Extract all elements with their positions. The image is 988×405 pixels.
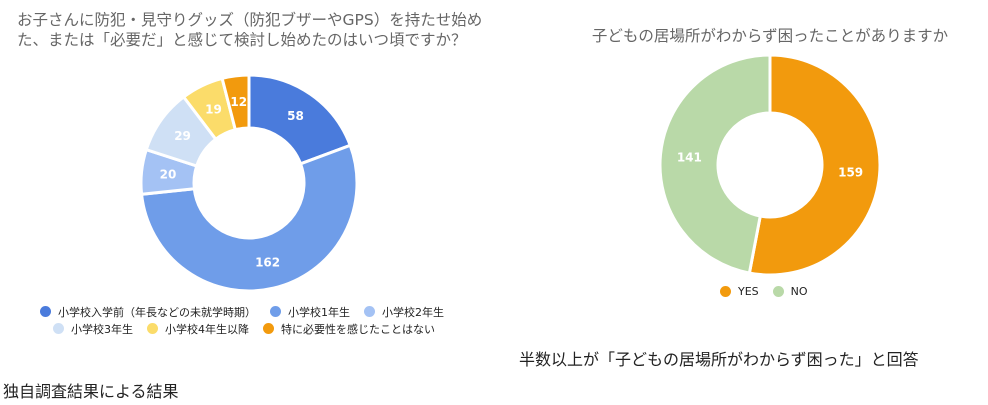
donut-slice-value-label: 159 [838,166,863,180]
left-chart-panel: お子さんに防犯・見守りグッズ（防犯ブザーやGPS）を持たせ始めた、または「必要だ… [0,0,500,345]
legend-row: 小学校3年生 小学校4年生以降 特に必要性を感じたことはない [40,320,500,337]
legend-swatch-icon [270,306,281,317]
donut-slice [247,73,353,166]
right-chart-title: 子どもの居場所がわからず困ったことがありますか [591,27,949,45]
legend-label: YES [738,285,759,298]
legend-swatch-icon [147,323,158,334]
right-chart-legend: YES NO [720,283,822,300]
donut-slice-value-label: 162 [255,255,280,269]
legend-swatch-icon [720,286,731,297]
donut-slice-value-label: 12 [230,95,247,109]
left-chart-title: お子さんに防犯・見守りグッズ（防犯ブザーやGPS）を持たせ始めた、または「必要だ… [17,11,483,49]
legend-item: 小学校入学前（年長などの未就学時期） [40,304,256,320]
legend-item: 小学校2年生 [364,304,444,320]
donut-slice-value-label: 141 [677,150,702,164]
donut-slice-value-label: 20 [160,167,177,181]
legend-item: YES [720,285,759,298]
legend-item: 小学校4年生以降 [147,321,249,337]
legend-label: NO [790,285,808,298]
donut-slice [747,53,882,277]
legend-label: 小学校1年生 [288,305,350,319]
legend-item: 小学校3年生 [53,321,133,337]
source-caption: 独自調査結果による結果 [3,382,179,401]
right-donut-chart: 159 141 [658,53,882,277]
legend-label: 小学校4年生以降 [165,322,249,336]
donut-slice [658,53,772,275]
legend-row: 小学校入学前（年長などの未就学時期） 小学校1年生 小学校2年生 [40,303,500,320]
legend-label: 小学校2年生 [382,305,444,319]
right-chart-panel: 子どもの居場所がわからず困ったことがありますか 159 141 YES NO [515,0,988,345]
right-chart-caption: 半数以上が「子どもの居場所がわからず困った」と回答 [519,350,919,369]
left-donut-chart: 58 162 20 29 19 12 [139,73,359,293]
donut-slice-value-label: 29 [174,129,191,143]
legend-item: 小学校1年生 [270,304,350,320]
donut-slice-value-label: 58 [287,109,304,123]
legend-label: 小学校3年生 [71,322,133,336]
legend-item: NO [772,285,808,298]
legend-swatch-icon [364,306,375,317]
legend-label: 特に必要性を感じたことはない [281,322,435,336]
legend-swatch-icon [772,286,784,297]
legend-swatch-icon [263,323,274,334]
left-chart-legend: 小学校入学前（年長などの未就学時期） 小学校1年生 小学校2年生 小学校3年生 … [40,303,500,337]
donut-slice [139,143,359,293]
donut-slice [220,73,251,132]
legend-item: 特に必要性を感じたことはない [263,321,435,337]
legend-swatch-icon [53,323,64,334]
legend-row: YES NO [720,283,822,300]
donut-slice-value-label: 19 [205,103,222,117]
legend-swatch-icon [40,306,51,317]
legend-label: 小学校入学前（年長などの未就学時期） [58,305,256,319]
